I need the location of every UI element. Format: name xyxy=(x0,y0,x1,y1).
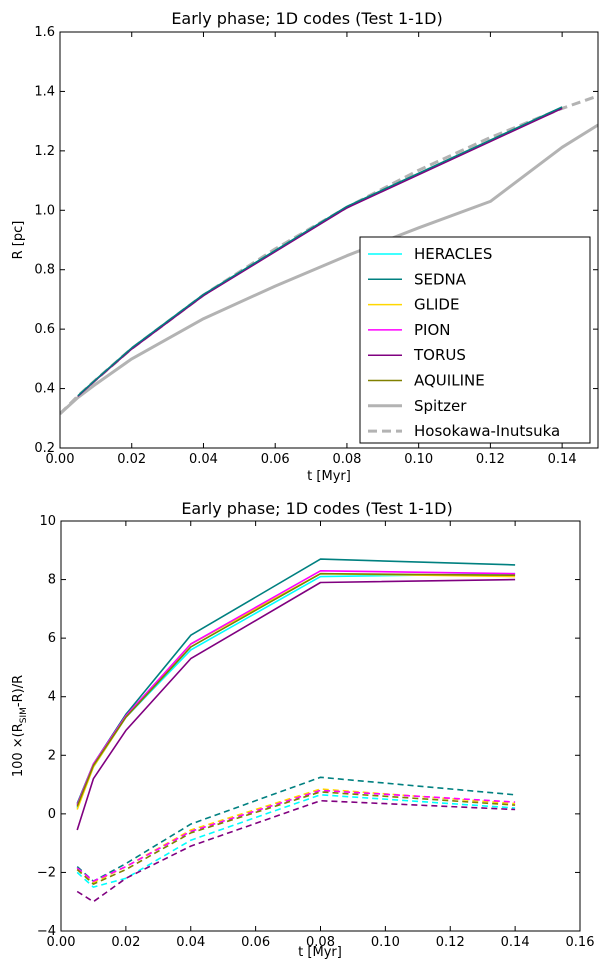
y-tick-label: −2 xyxy=(37,865,56,880)
x-axis-label: t [Myr] xyxy=(307,469,351,484)
plot-frame xyxy=(59,31,599,449)
series-line-hosokawa-inutsuka xyxy=(60,94,598,415)
legend-box xyxy=(359,236,591,444)
x-tick-label: 0.08 xyxy=(306,935,335,950)
series-line-dashed-11 xyxy=(76,791,516,885)
x-tick-label: 0.12 xyxy=(436,935,465,950)
y-tick-label: 4 xyxy=(48,690,56,705)
y-tick-label: 2 xyxy=(48,748,56,763)
series-line-spitzer xyxy=(60,123,598,415)
y-tick-label: 0.8 xyxy=(34,263,55,278)
series-line-solid-0 xyxy=(76,572,516,809)
legend-label-aquiline: AQUILINE xyxy=(414,372,485,390)
legend-label-hosokawa-inutsuka: Hosokawa-Inutsuka xyxy=(414,422,560,440)
legend-label-torus: TORUS xyxy=(413,346,466,364)
chart-title: Early phase; 1D codes (Test 1-1D) xyxy=(181,499,452,518)
x-tick-label: 0.10 xyxy=(404,452,433,467)
x-tick-label: 0.06 xyxy=(241,935,270,950)
y-tick-label: 8 xyxy=(48,573,56,588)
y-tick-label: 1.2 xyxy=(34,144,55,159)
y-tick-label: 0.2 xyxy=(34,441,55,456)
x-tick-label: 0.02 xyxy=(111,935,140,950)
x-tick-label: 0.14 xyxy=(548,452,577,467)
series-line-solid-3 xyxy=(76,569,516,806)
y-tick-label: 1.0 xyxy=(34,203,55,218)
series-line-solid-2 xyxy=(76,572,516,810)
x-tick-label: 0.00 xyxy=(46,452,75,467)
series-line-dashed-7 xyxy=(76,776,516,883)
y-tick-label: 10 xyxy=(39,514,56,529)
series-line-dashed-10 xyxy=(76,799,516,903)
y-tick-label: 6 xyxy=(48,631,56,646)
y-tick-label: 0.6 xyxy=(34,322,55,337)
radius-chart: Early phase; 1D codes (Test 1-1D) 0.00 0.… xyxy=(11,9,599,484)
y-axis-label: 100 ×(RSIM-R)/R xyxy=(11,675,29,777)
series-line-solid-1 xyxy=(76,558,516,804)
x-tick-label: 0.02 xyxy=(117,452,146,467)
x-tick-label: 0.00 xyxy=(47,935,76,950)
x-tick-label: 0.14 xyxy=(501,935,530,950)
chart-title: Early phase; 1D codes (Test 1-1D) xyxy=(171,9,442,28)
relative-error-chart: Early phase; 1D codes (Test 1-1D) 0.00 0.… xyxy=(11,499,594,960)
legend-label-heracles: HERACLES xyxy=(414,245,492,263)
y-axis-label: R [pc] xyxy=(11,221,26,260)
legend: HERACLES SEDNA GLIDE PION TORUS AQUILINE Spitz… xyxy=(359,236,591,444)
y-tick-label: 1.6 xyxy=(34,25,55,40)
x-tick-label: 0.04 xyxy=(176,935,205,950)
x-tick-label: 0.06 xyxy=(261,452,290,467)
series-line-dashed-9 xyxy=(76,789,516,883)
x-axis-label: t [Myr] xyxy=(298,945,342,960)
legend-label-sedna: SEDNA xyxy=(414,270,467,288)
x-tick-label: 0.08 xyxy=(332,452,361,467)
y-tick-label: 0 xyxy=(48,807,56,822)
x-tick-label: 0.16 xyxy=(566,935,595,950)
y-tick-label: −4 xyxy=(37,924,56,939)
x-tick-label: 0.04 xyxy=(189,452,218,467)
y-tick-label: 1.4 xyxy=(34,84,55,99)
series-line-solid-5 xyxy=(76,572,516,807)
y-tick-label: 0.4 xyxy=(34,382,55,397)
series-line-sedna xyxy=(77,106,563,397)
series-line-dashed-6 xyxy=(76,793,516,888)
legend-label-spitzer: Spitzer xyxy=(414,397,467,415)
x-tick-label: 0.10 xyxy=(371,935,400,950)
legend-label-glide: GLIDE xyxy=(414,296,459,314)
x-tick-label: 0.12 xyxy=(476,452,505,467)
series-line-solid-4 xyxy=(76,578,516,831)
legend-label-pion: PION xyxy=(414,321,451,339)
